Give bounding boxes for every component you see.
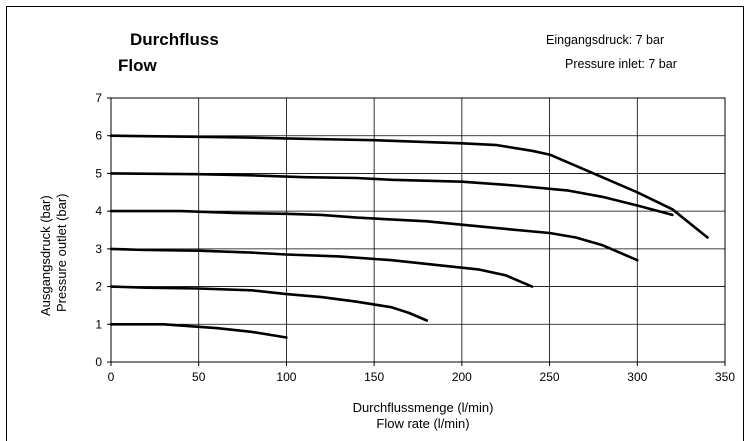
x-tick-label: 50 [192, 370, 206, 384]
inlet-pressure-note-de: Eingangsdruck: 7 bar [546, 33, 665, 47]
x-axis-label: Durchflussmenge (l/min) [352, 400, 494, 415]
series-line-3 [109, 247, 534, 288]
x-tick-label: 200 [452, 370, 472, 384]
series-line-6 [109, 134, 709, 239]
y-tick-label: 7 [95, 91, 102, 105]
chart-frame [6, 6, 744, 441]
x-tick-label: 300 [627, 370, 647, 384]
y-tick-label: 4 [95, 204, 102, 218]
y-tick-label: 3 [95, 242, 102, 256]
y-tick-label: 0 [95, 355, 102, 369]
series-line-2 [109, 285, 429, 322]
x-tick-label: 350 [715, 370, 735, 384]
series-layer [109, 134, 709, 339]
y-tick-label: 5 [95, 166, 102, 180]
y-tick-label: 1 [95, 317, 102, 331]
y-tick-label: 6 [95, 129, 102, 143]
grid-layer [110, 97, 726, 363]
x-tick-label: 100 [276, 370, 296, 384]
chart-subtitle: Flow [118, 56, 157, 75]
axis-layer: 0 50 100 150 200 250 300 350 0 1 2 3 4 5 6 7 [95, 91, 735, 384]
series-line-4 [109, 209, 639, 262]
y-axis-label: Ausgangsdruck (bar) [38, 195, 53, 316]
y-axis-label-en: Pressure outlet (bar) [54, 193, 69, 313]
x-axis-label-en: Flow rate (l/min) [376, 416, 470, 431]
series-line-1 [109, 322, 288, 339]
plot-area [110, 97, 726, 363]
series-line-5 [109, 172, 674, 217]
chart-title: Durchfluss [130, 30, 219, 49]
x-tick-label: 250 [540, 370, 560, 384]
y-tick-label: 2 [95, 280, 102, 294]
x-tick-label: 0 [108, 370, 115, 384]
inlet-pressure-note-en: Pressure inlet: 7 bar [565, 57, 677, 71]
x-tick-label: 150 [364, 370, 384, 384]
